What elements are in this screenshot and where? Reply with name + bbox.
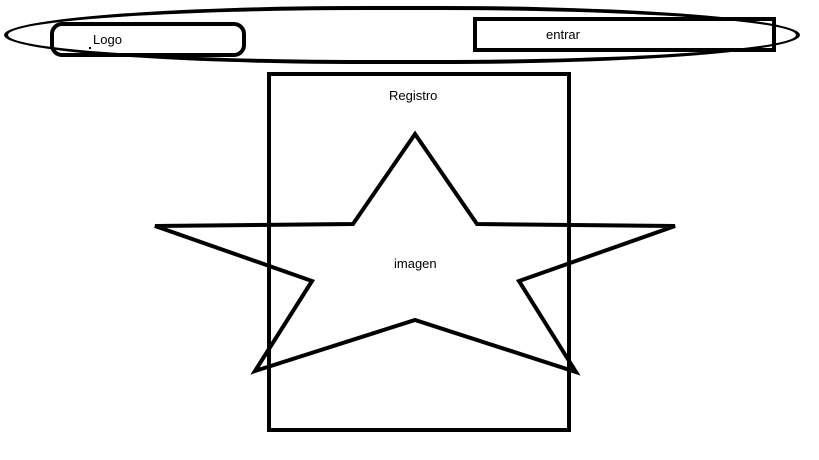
- logo-box[interactable]: [50, 22, 246, 57]
- star-icon: [154, 130, 676, 376]
- header-bar: [4, 6, 800, 64]
- enter-button[interactable]: [473, 17, 776, 52]
- logo-dot: [89, 47, 91, 49]
- register-panel: [267, 72, 571, 432]
